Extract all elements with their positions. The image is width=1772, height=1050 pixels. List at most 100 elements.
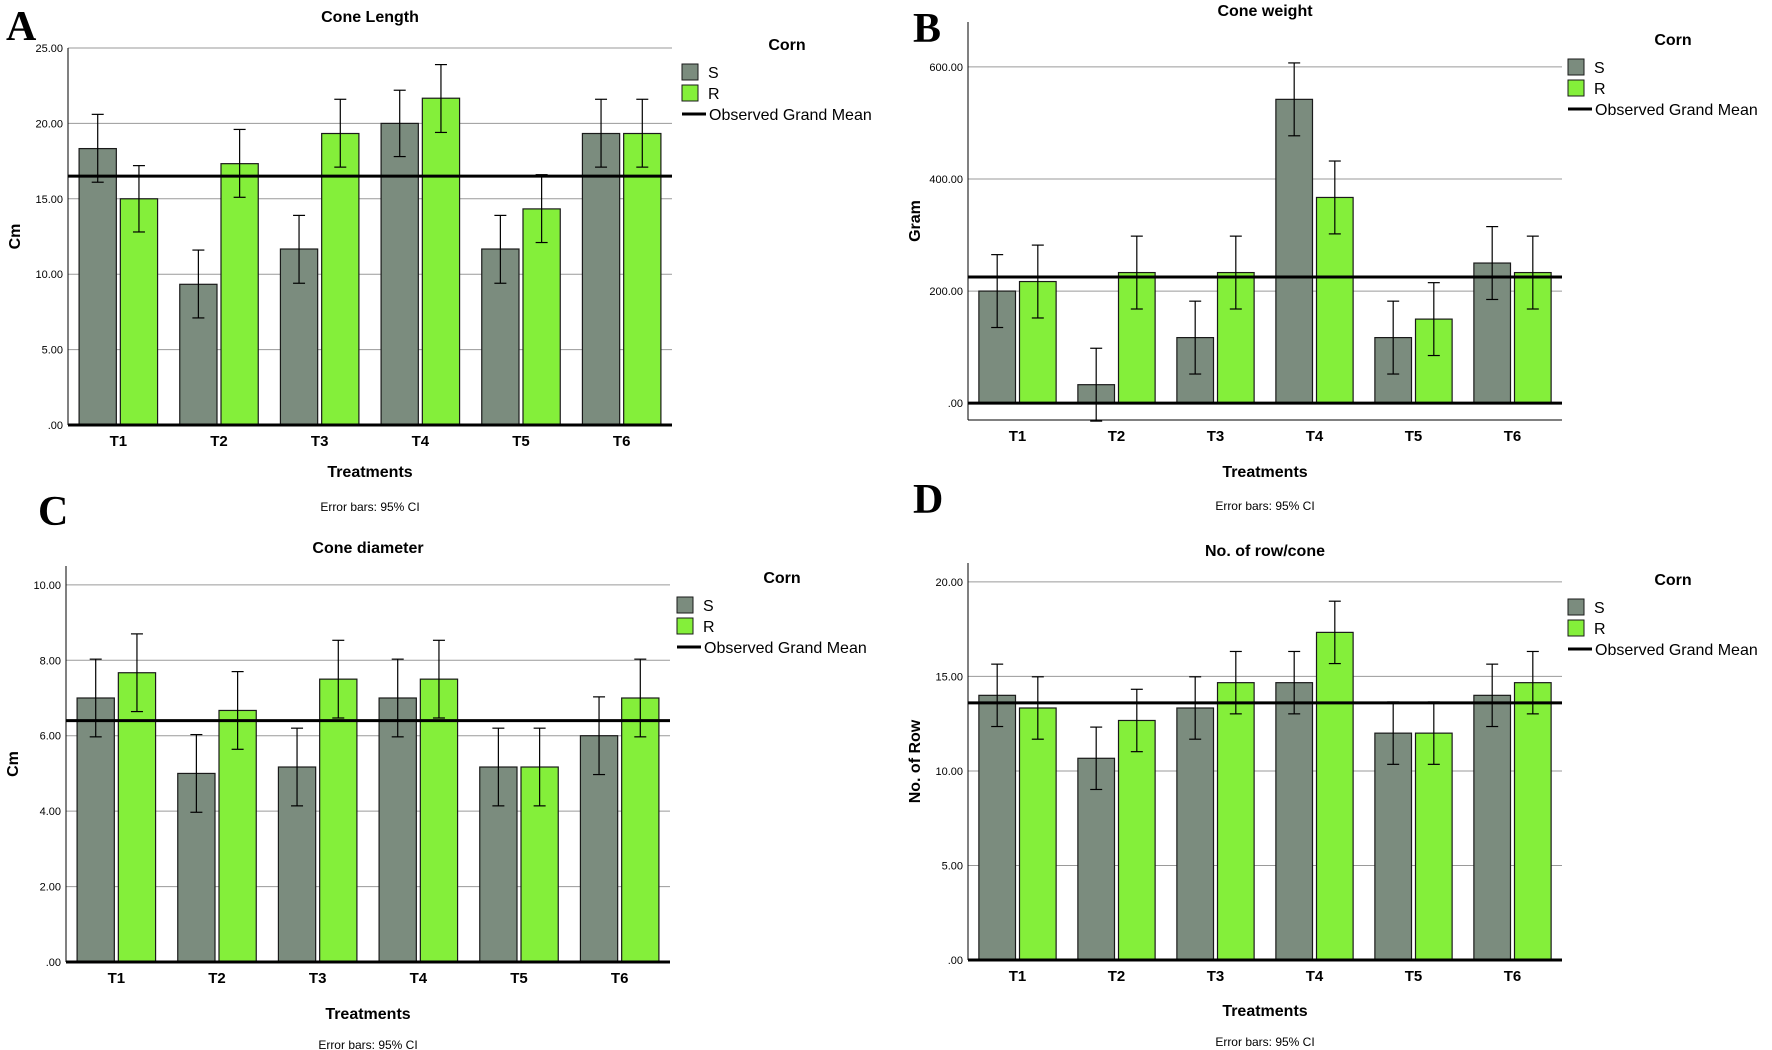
- bar-r-t4: [421, 97, 461, 426]
- y-tick-label: 10.00: [33, 580, 61, 592]
- bar-s-t4: [1275, 98, 1314, 404]
- legend-swatch-r: [1567, 619, 1585, 637]
- bar-s-t6: [581, 132, 621, 426]
- bar-s-t5: [1374, 732, 1413, 961]
- y-tick-label: 10.00: [35, 269, 63, 281]
- y-axis-title: Gram: [907, 200, 924, 242]
- bar-r-t3: [319, 678, 358, 963]
- x-axis-title: Treatments: [1222, 464, 1307, 481]
- x-tick-label: T3: [1207, 968, 1225, 985]
- bar-r-t6: [621, 697, 660, 963]
- y-tick-label: 400.00: [929, 174, 963, 186]
- y-tick-label: 15.00: [935, 671, 963, 683]
- legend-swatch-r: [1567, 79, 1585, 97]
- bar-r-t1: [119, 198, 159, 426]
- bar-s-t1: [76, 697, 115, 963]
- y-tick-label: 5.00: [942, 860, 963, 872]
- x-tick-label: T4: [1306, 428, 1324, 445]
- chart-title: Cone diameter: [312, 540, 423, 557]
- x-tick-label: T5: [1405, 968, 1423, 985]
- bar-r-t5: [522, 208, 561, 426]
- legend-swatch-s: [1567, 58, 1585, 76]
- bar-s-t1: [78, 147, 117, 426]
- x-tick-label: T3: [311, 433, 329, 450]
- x-tick-label: T6: [613, 433, 631, 450]
- legend-swatch-s: [676, 596, 694, 614]
- x-tick-label: T4: [410, 970, 428, 987]
- x-tick-label: T2: [208, 970, 226, 987]
- x-tick-label: T5: [1405, 428, 1423, 445]
- y-tick-label: .00: [948, 955, 963, 967]
- panel-b: B Cone weight .00 200.00 400.00 600.00 Gram T1 T…: [907, 3, 1758, 513]
- x-tick-label: T6: [611, 970, 629, 987]
- bar-r-t6: [1513, 682, 1552, 961]
- x-tick-label: T4: [1306, 968, 1324, 985]
- bar-s-t6: [1473, 694, 1512, 961]
- x-tick-label: T2: [210, 433, 228, 450]
- legend-label-s: S: [708, 65, 719, 82]
- bar-s-t2: [1077, 757, 1116, 961]
- legend-swatch-r: [676, 617, 694, 635]
- bar-r-t4: [1315, 631, 1354, 961]
- legend-swatch-s: [1567, 598, 1585, 616]
- x-tick-label: T4: [412, 433, 430, 450]
- legend-label-r: R: [1594, 621, 1606, 638]
- panel-d: D No. of row/cone .00 5.00 10.00 15.00 20.00 No…: [907, 477, 1758, 1049]
- panel-letter: C: [38, 489, 68, 535]
- legend-label-s: S: [1594, 60, 1605, 77]
- y-axis-title: Cm: [5, 751, 22, 777]
- y-tick-label: 200.00: [929, 286, 963, 298]
- panel-c: C Cone diameter .00 2.00 4.00 6.00 8.00 10.00 Cm…: [5, 489, 867, 1050]
- legend-label-r: R: [703, 619, 715, 636]
- chart-title: Cone Length: [321, 9, 419, 26]
- bar-r-t2: [1117, 719, 1156, 961]
- legend-label-grand-mean: Observed Grand Mean: [709, 107, 872, 124]
- bar-r-t2: [218, 709, 257, 963]
- x-tick-label: T3: [309, 970, 327, 987]
- x-tick-label: T3: [1207, 428, 1225, 445]
- y-tick-label: 8.00: [40, 655, 61, 667]
- panel-letter: D: [913, 477, 943, 523]
- legend-label-grand-mean: Observed Grand Mean: [1595, 102, 1758, 119]
- y-tick-label: 20.00: [35, 118, 63, 130]
- y-tick-label: 4.00: [40, 806, 61, 818]
- x-tick-label: T5: [510, 970, 528, 987]
- error-bars-note: Error bars: 95% CI: [318, 1038, 417, 1050]
- x-tick-label: T1: [108, 970, 126, 987]
- legend-title: Corn: [1654, 572, 1691, 589]
- panel-a: A Cone Length .00 5.00 10.00 15.00 20.00 25.00 C…: [6, 4, 872, 514]
- x-tick-label: T2: [1108, 968, 1126, 985]
- y-tick-label: 20.00: [935, 577, 963, 589]
- bar-r-t1: [117, 672, 157, 963]
- bar-r-t3: [1216, 682, 1255, 961]
- x-tick-label: T5: [512, 433, 530, 450]
- legend-swatch-s: [681, 63, 699, 81]
- bar-s-t3: [1176, 707, 1215, 961]
- chart-title: Cone weight: [1217, 3, 1313, 20]
- x-tick-label: T1: [1009, 428, 1027, 445]
- bar-r-t2: [220, 163, 259, 426]
- legend-label-s: S: [1594, 600, 1605, 617]
- bar-r-t1: [1018, 707, 1057, 961]
- y-tick-label: 25.00: [35, 43, 63, 55]
- bar-s-t1: [978, 694, 1017, 961]
- legend-label-r: R: [708, 86, 720, 103]
- x-tick-label: T6: [1504, 428, 1522, 445]
- legend-swatch-r: [681, 84, 699, 102]
- chart-title: No. of row/cone: [1205, 543, 1325, 560]
- y-tick-label: 6.00: [40, 731, 61, 743]
- panel-letter: B: [913, 6, 941, 52]
- bar-s-t4: [1275, 682, 1314, 961]
- y-tick-label: 15.00: [35, 194, 63, 206]
- x-axis-title: Treatments: [327, 464, 412, 481]
- y-tick-label: 5.00: [42, 345, 63, 357]
- legend-title: Corn: [1654, 32, 1691, 49]
- x-tick-label: T1: [110, 433, 128, 450]
- y-tick-label: 600.00: [929, 62, 963, 74]
- error-bars-note: Error bars: 95% CI: [1215, 499, 1314, 513]
- x-axis-title: Treatments: [325, 1006, 410, 1023]
- legend-label-grand-mean: Observed Grand Mean: [1595, 642, 1758, 659]
- x-axis-title: Treatments: [1222, 1003, 1307, 1020]
- y-axis-title: No. of Row: [907, 719, 924, 803]
